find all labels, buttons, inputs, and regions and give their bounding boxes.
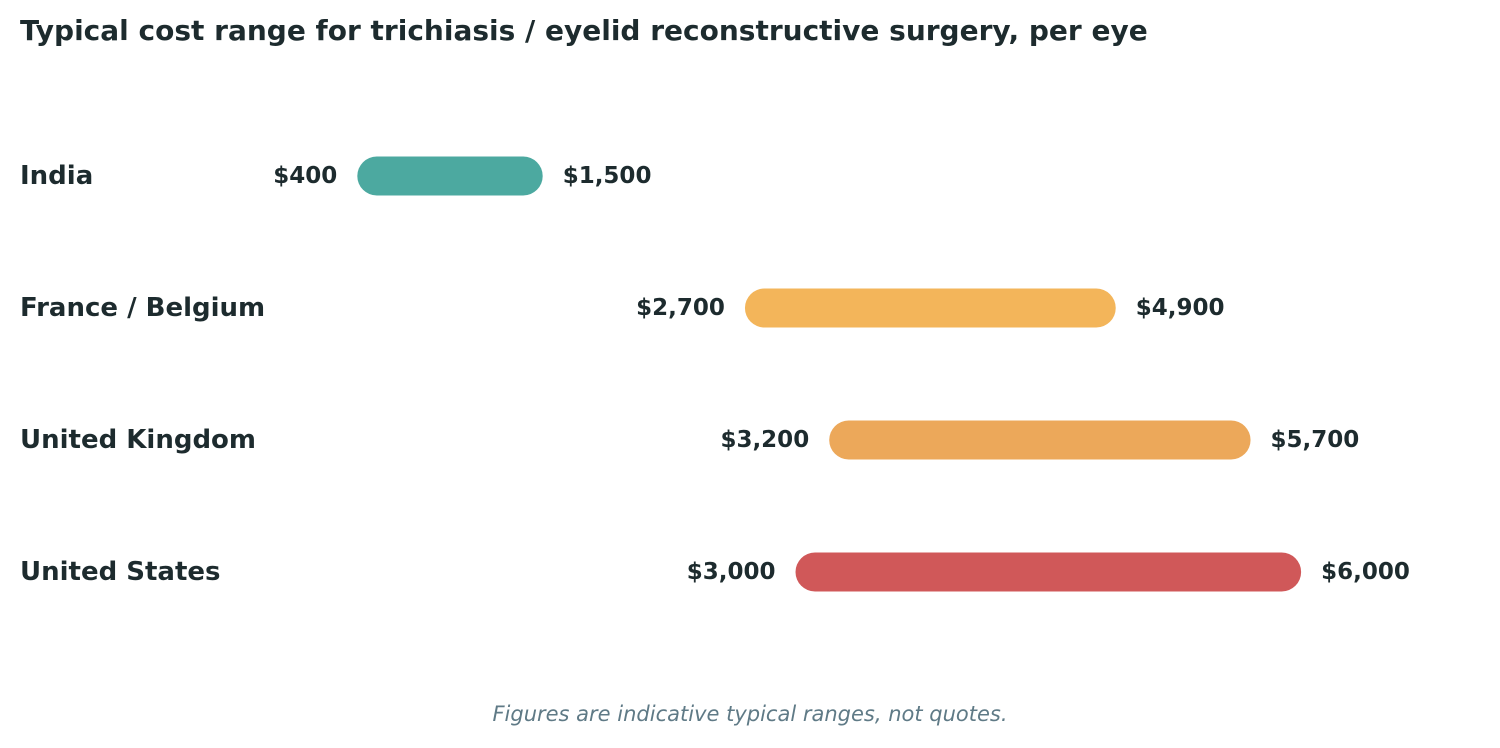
category-label-india: India xyxy=(20,161,93,191)
high-value-label-united-states: $6,000 xyxy=(1321,559,1410,585)
low-value-label-united-states: $3,000 xyxy=(687,559,776,585)
chart-title: Typical cost range for trichiasis / eyel… xyxy=(20,14,1148,47)
chart-footnote: Figures are indicative typical ranges, n… xyxy=(492,702,1008,726)
row-united-kingdom: United Kingdom $3,200 $5,700 xyxy=(20,420,1360,460)
range-bar-united-states xyxy=(795,552,1302,592)
low-value-label-united-kingdom: $3,200 xyxy=(720,427,809,453)
category-label-united-kingdom: United Kingdom xyxy=(20,425,256,455)
range-bar-united-kingdom xyxy=(829,420,1251,460)
low-value-label-france-belgium: $2,700 xyxy=(636,295,725,321)
category-label-united-states: United States xyxy=(20,557,221,587)
row-united-states: United States $3,000 $6,000 xyxy=(20,552,1410,592)
category-label-france-belgium: France / Belgium xyxy=(20,293,265,323)
high-value-label-india: $1,500 xyxy=(563,163,652,189)
low-value-label-india: $400 xyxy=(273,163,337,189)
high-value-label-united-kingdom: $5,700 xyxy=(1271,427,1360,453)
range-bar-france-belgium xyxy=(744,288,1116,328)
row-india: India $400 $1,500 xyxy=(20,156,652,196)
row-france-belgium: France / Belgium $2,700 $4,900 xyxy=(20,288,1225,328)
high-value-label-france-belgium: $4,900 xyxy=(1136,295,1225,321)
range-bar-india xyxy=(357,156,543,196)
